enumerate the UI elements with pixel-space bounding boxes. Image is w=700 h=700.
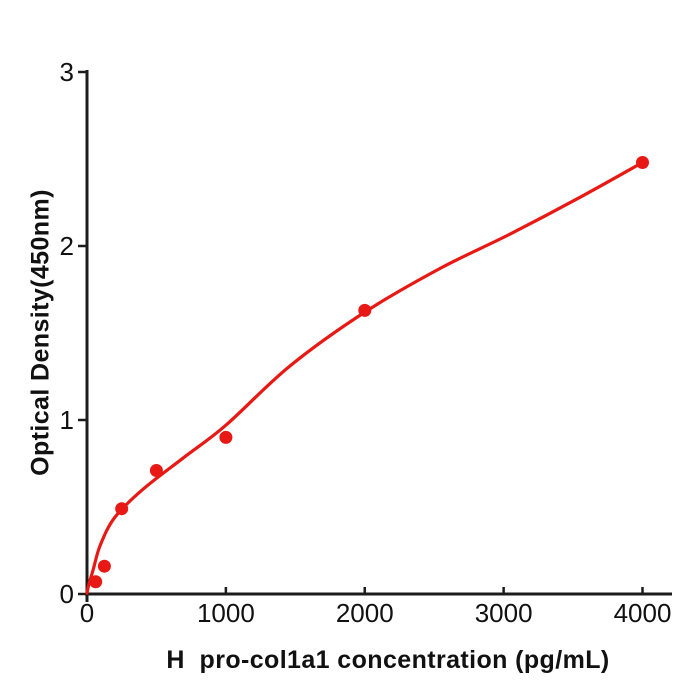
data-point — [219, 430, 233, 444]
data-point — [636, 156, 649, 169]
y-tick-label: 2 — [60, 231, 74, 261]
data-point — [97, 559, 111, 573]
x-tick-label: 1000 — [197, 598, 255, 628]
x-tick-label: 2000 — [336, 598, 394, 628]
data-point — [149, 464, 163, 477]
y-tick-label: 0 — [60, 579, 74, 609]
data-point — [115, 502, 129, 516]
x-tick-label: 0 — [80, 598, 94, 628]
y-tick-label: 3 — [60, 57, 74, 87]
y-tick-label: 1 — [60, 405, 74, 435]
fit-curve — [85, 160, 645, 595]
x-tick-label: 4000 — [614, 598, 672, 628]
x-tick-label: 3000 — [475, 598, 533, 628]
data-point — [89, 575, 103, 589]
y-axis-label: Optical Density(450nm) — [26, 189, 55, 476]
data-point — [358, 303, 372, 317]
x-axis-label: H pro-col1a1 concentration (pg/mL) — [166, 646, 610, 674]
